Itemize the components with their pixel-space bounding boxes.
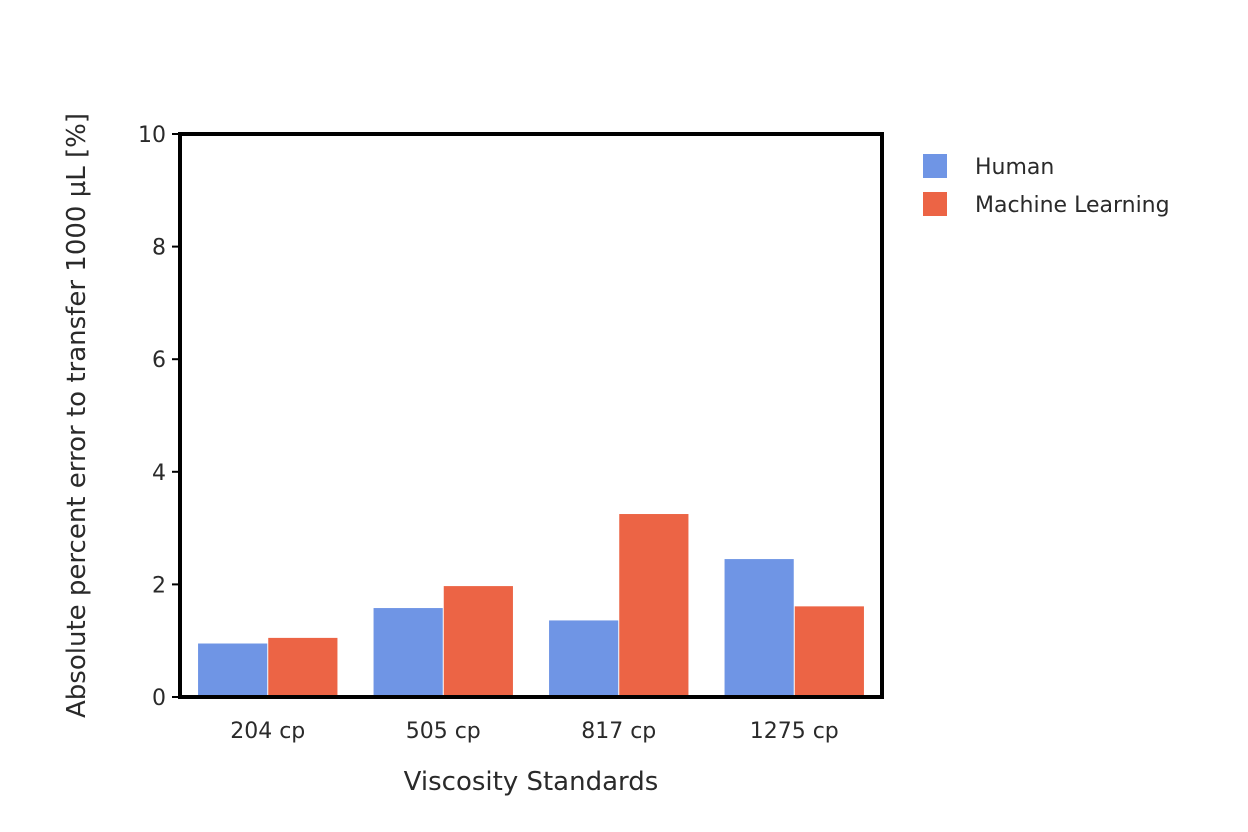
bar-machine-learning-3 bbox=[794, 606, 864, 697]
legend-label-machine-learning: Machine Learning bbox=[975, 193, 1170, 218]
y-axis-ticks: 0 2 4 6 8 10 bbox=[138, 123, 180, 711]
legend-swatch-machine-learning bbox=[923, 192, 947, 216]
y-tick-label: 4 bbox=[152, 461, 166, 486]
y-tick-label: 2 bbox=[152, 573, 166, 598]
bar-machine-learning-1 bbox=[443, 586, 513, 697]
y-axis-title: Absolute percent error to transfer 1000 … bbox=[62, 113, 92, 718]
bar-human-0 bbox=[198, 643, 268, 697]
plot-frame bbox=[178, 132, 884, 699]
bar-machine-learning-0 bbox=[268, 637, 338, 697]
legend-label-human: Human bbox=[975, 155, 1054, 180]
bar-human-2 bbox=[549, 620, 619, 697]
bar-human-1 bbox=[373, 608, 443, 697]
x-tick-label: 204 cp bbox=[230, 719, 305, 744]
legend-swatch-human bbox=[923, 154, 947, 178]
x-tick-label: 505 cp bbox=[406, 719, 481, 744]
x-axis-title: Viscosity Standards bbox=[404, 767, 659, 797]
y-tick-label: 10 bbox=[138, 123, 166, 148]
bar-human-3 bbox=[724, 559, 794, 697]
x-axis-ticks: 204 cp 505 cp 817 cp 1275 cp bbox=[230, 719, 839, 744]
x-tick-label: 817 cp bbox=[581, 719, 656, 744]
y-tick-label: 0 bbox=[152, 686, 166, 711]
bar-machine-learning-2 bbox=[619, 514, 689, 697]
y-tick-label: 8 bbox=[152, 236, 166, 261]
legend: Human Machine Learning bbox=[923, 154, 1170, 218]
y-tick-label: 6 bbox=[152, 348, 166, 373]
x-tick-label: 1275 cp bbox=[750, 719, 839, 744]
bars-group bbox=[198, 514, 864, 697]
